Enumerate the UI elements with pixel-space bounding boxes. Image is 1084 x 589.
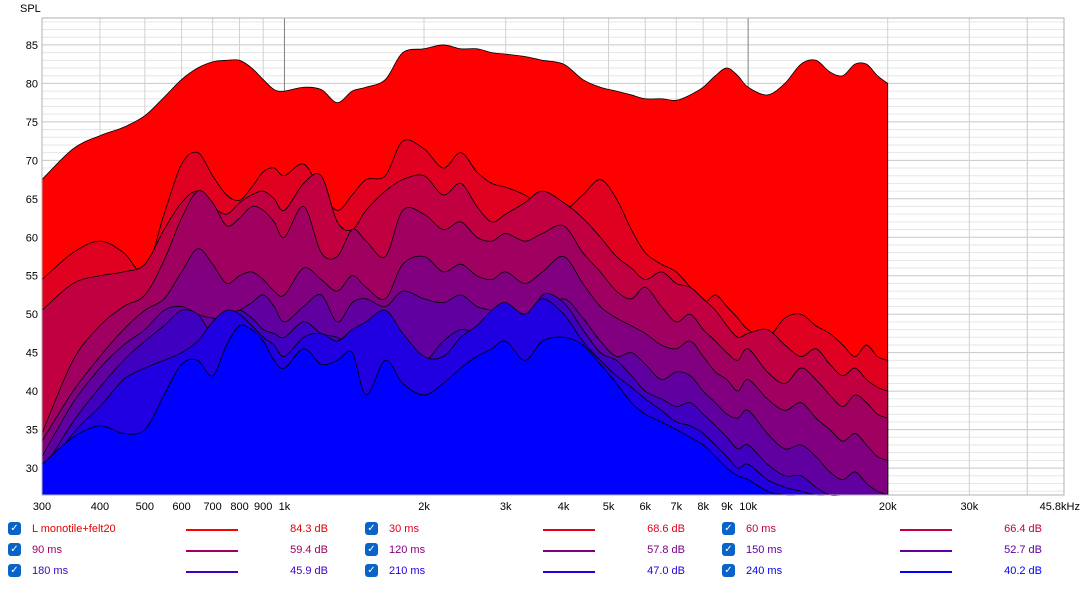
x-tick-label: 10k xyxy=(739,501,757,510)
x-tick-label: 600 xyxy=(172,501,190,510)
x-tick-label: 5k xyxy=(603,501,615,510)
legend-checkbox[interactable]: ✓ xyxy=(365,543,378,556)
x-tick-label: 1k xyxy=(279,501,291,510)
legend-item: ✓ 210 ms 47.0 dB xyxy=(365,562,705,580)
legend-item: ✓ 120 ms 57.8 dB xyxy=(365,541,705,559)
legend-item: ✓ 180 ms 45.9 dB xyxy=(8,562,348,580)
x-tick-label: 8k xyxy=(697,501,709,510)
legend-series-name: 90 ms xyxy=(32,544,62,556)
y-tick-label: 65 xyxy=(26,194,38,206)
legend-checkbox[interactable]: ✓ xyxy=(8,564,21,577)
legend-series-name: 210 ms xyxy=(389,565,426,577)
x-tick-label: 400 xyxy=(91,501,109,510)
legend-line-swatch xyxy=(900,571,952,573)
x-tick-label: 6k xyxy=(639,501,651,510)
y-tick-label: 55 xyxy=(26,271,38,283)
legend-line-swatch xyxy=(186,529,238,531)
legend-value: 40.2 dB xyxy=(1004,565,1042,577)
legend-series-name: 30 ms xyxy=(389,523,419,535)
legend-line-swatch xyxy=(543,571,595,573)
legend-series-name: 180 ms xyxy=(32,565,69,577)
y-tick-labels: 30 35 40 45 50 55 60 65 70 75 80 85 xyxy=(26,40,38,475)
x-tick-label: 30k xyxy=(960,501,978,510)
series-area-8 xyxy=(41,324,889,496)
legend-value: 57.8 dB xyxy=(647,544,685,556)
legend-value: 59.4 dB xyxy=(290,544,328,556)
x-tick-label: 3k xyxy=(500,501,512,510)
x-tick-labels: 300 400 500 600 700 800 900 1k 2k 3k 4k 5k 6k 7k 8k 9k 1… xyxy=(33,501,1080,510)
legend-series-name: 240 ms xyxy=(746,565,783,577)
y-tick-label: 60 xyxy=(26,232,38,244)
x-tick-label: 900 xyxy=(254,501,272,510)
legend-value: 47.0 dB xyxy=(647,565,685,577)
legend-value: 45.9 dB xyxy=(290,565,328,577)
legend-value: 84.3 dB xyxy=(290,523,328,535)
legend-line-swatch xyxy=(543,529,595,531)
series-areas xyxy=(41,44,889,496)
y-tick-label: 70 xyxy=(26,155,38,167)
legend-line-swatch xyxy=(900,529,952,531)
legend-line-swatch xyxy=(900,550,952,552)
y-tick-label: 80 xyxy=(26,78,38,90)
legend-series-name: L monotile+felt20 xyxy=(32,523,116,535)
legend: ✓ L monotile+felt20 84.3 dB ✓ 30 ms 68.6 dB ✓ 6… xyxy=(0,520,1084,586)
legend-line-swatch xyxy=(186,550,238,552)
y-tick-label: 30 xyxy=(26,463,38,475)
x-tick-label: 4k xyxy=(558,501,570,510)
y-axis-title: SPL xyxy=(20,3,41,15)
x-tick-label: 45.8kHz xyxy=(1040,501,1080,510)
legend-line-swatch xyxy=(186,571,238,573)
x-tick-label: 300 xyxy=(33,501,51,510)
x-tick-label: 9k xyxy=(721,501,733,510)
legend-checkbox[interactable]: ✓ xyxy=(8,543,21,556)
y-tick-label: 75 xyxy=(26,117,38,129)
legend-item: ✓ 240 ms 40.2 dB xyxy=(722,562,1062,580)
y-tick-label: 50 xyxy=(26,309,38,321)
x-tick-label: 2k xyxy=(418,501,430,510)
spl-waterfall-chart: SPL 30 35 40 45 50 55 60 65 70 75 80 85 300 400 500 60… xyxy=(20,3,1080,510)
legend-line-swatch xyxy=(543,550,595,552)
legend-checkbox[interactable]: ✓ xyxy=(722,522,735,535)
legend-value: 66.4 dB xyxy=(1004,523,1042,535)
y-tick-label: 45 xyxy=(26,348,38,360)
legend-value: 52.7 dB xyxy=(1004,544,1042,556)
x-tick-label: 700 xyxy=(203,501,221,510)
legend-item: ✓ 150 ms 52.7 dB xyxy=(722,541,1062,559)
y-tick-label: 40 xyxy=(26,386,38,398)
legend-checkbox[interactable]: ✓ xyxy=(722,543,735,556)
x-tick-label: 20k xyxy=(879,501,897,510)
legend-checkbox[interactable]: ✓ xyxy=(8,522,21,535)
legend-checkbox[interactable]: ✓ xyxy=(365,564,378,577)
legend-series-name: 60 ms xyxy=(746,523,776,535)
legend-checkbox[interactable]: ✓ xyxy=(365,522,378,535)
y-tick-label: 85 xyxy=(26,40,38,52)
plot-frame xyxy=(41,17,1065,496)
x-tick-label: 800 xyxy=(230,501,248,510)
legend-item: ✓ 60 ms 66.4 dB xyxy=(722,520,1062,538)
legend-checkbox[interactable]: ✓ xyxy=(722,564,735,577)
legend-series-name: 150 ms xyxy=(746,544,783,556)
legend-series-name: 120 ms xyxy=(389,544,426,556)
y-tick-label: 35 xyxy=(26,425,38,437)
legend-value: 68.6 dB xyxy=(647,523,685,535)
legend-item: ✓ 30 ms 68.6 dB xyxy=(365,520,705,538)
legend-item: ✓ L monotile+felt20 84.3 dB xyxy=(8,520,348,538)
x-tick-label: 7k xyxy=(670,501,682,510)
x-tick-label: 500 xyxy=(136,501,154,510)
legend-item: ✓ 90 ms 59.4 dB xyxy=(8,541,348,559)
